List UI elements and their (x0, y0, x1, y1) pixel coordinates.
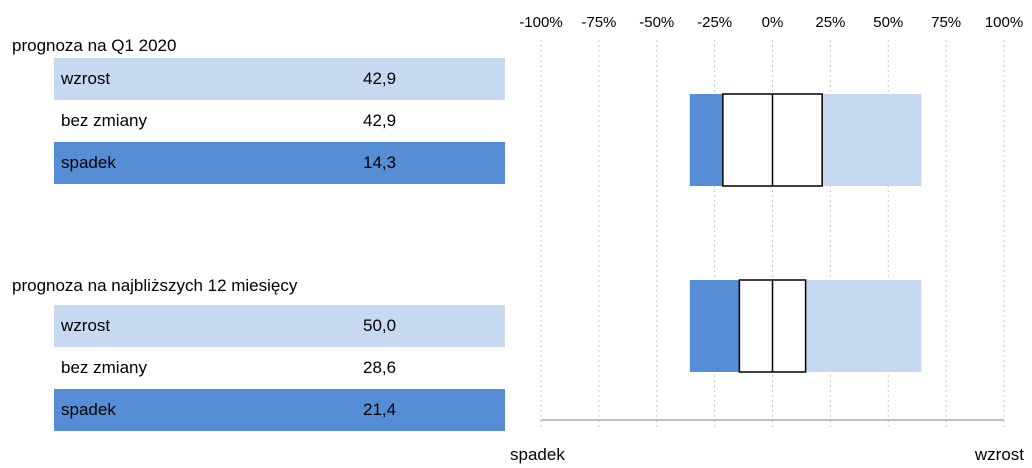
row-label: wzrost (61, 69, 111, 88)
axis-left-label: spadek (510, 445, 565, 464)
row-label: bez zmiany (61, 111, 147, 130)
tick-label: 75% (931, 14, 961, 31)
table-row: wzrost 50,0 (54, 305, 505, 347)
row-value: 21,4 (363, 400, 397, 419)
tick-label: 0% (762, 14, 784, 31)
row-label: spadek (61, 400, 116, 419)
table-row: spadek 21,4 (54, 389, 505, 431)
bar-segment-spadek (689, 280, 740, 372)
bar-segment-wzrost (805, 280, 922, 372)
row-value: 28,6 (363, 358, 397, 377)
tick-label: -50% (639, 14, 674, 31)
axis-right-label: wzrost (974, 445, 1024, 464)
table-row: bez zmiany 28,6 (54, 347, 505, 389)
tick-label: 50% (873, 14, 903, 31)
table-row: spadek 14,3 (54, 142, 505, 184)
table-row: bez zmiany 42,9 (54, 100, 505, 142)
tick-label: -25% (697, 14, 732, 31)
row-label: wzrost (61, 316, 111, 335)
row-label: bez zmiany (61, 358, 147, 377)
table-row: wzrost 42,9 (54, 58, 505, 100)
section-title: prognoza na Q1 2020 (12, 36, 177, 55)
row-value: 42,9 (363, 69, 397, 88)
row-value: 14,3 (363, 153, 397, 172)
row-value: 42,9 (363, 111, 397, 130)
bar-segment-wzrost (822, 94, 922, 186)
bar-segment-spadek (689, 94, 723, 186)
tick-label: 100% (985, 14, 1023, 31)
section-title: prognoza na najbliższych 12 miesięcy (12, 276, 298, 295)
tick-label: -100% (519, 14, 562, 31)
row-value: 50,0 (363, 316, 397, 335)
row-label: spadek (61, 153, 116, 172)
tick-label: -75% (581, 14, 616, 31)
tick-label: 25% (815, 14, 845, 31)
